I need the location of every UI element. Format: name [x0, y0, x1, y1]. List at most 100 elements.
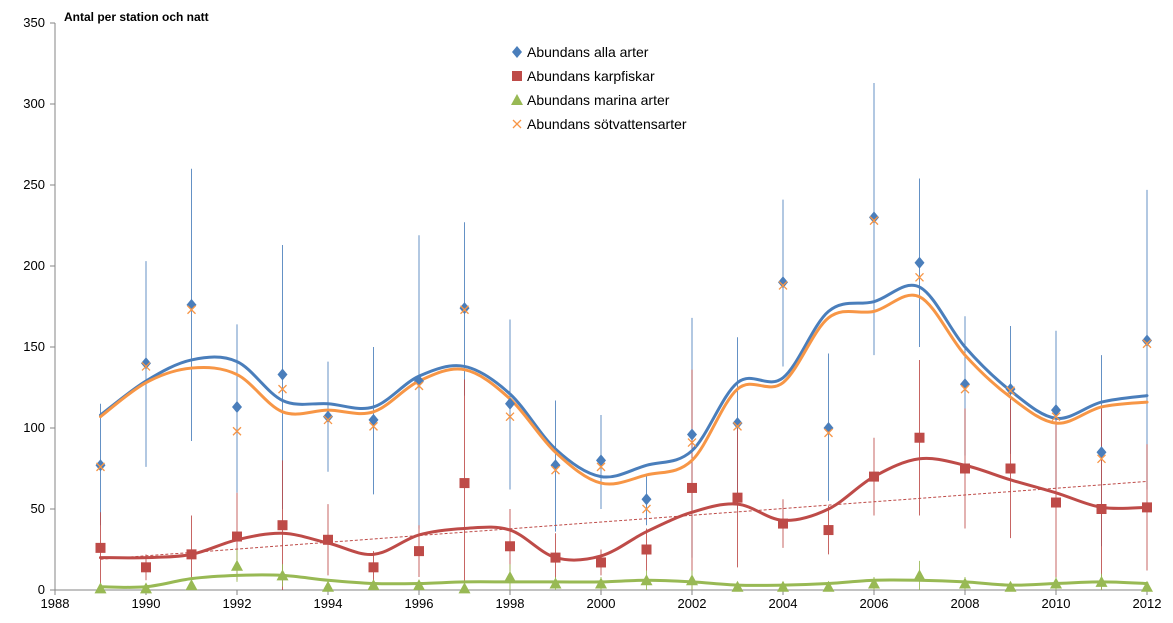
y-tick-label: 250	[23, 177, 45, 192]
data-points	[94, 211, 1153, 594]
diamond-marker	[277, 368, 288, 381]
legend-label: Abundans marina arter	[527, 92, 670, 108]
triangle-marker	[1141, 580, 1153, 592]
diamond-marker	[596, 454, 606, 467]
x-marker	[512, 119, 522, 129]
diamond-marker	[1005, 383, 1016, 396]
x-marker	[278, 384, 287, 394]
triangle-marker	[511, 94, 523, 105]
square-marker	[960, 463, 970, 474]
diamond-marker	[505, 397, 515, 410]
chart-title: Antal per station och natt	[64, 10, 209, 24]
error-bars	[100, 82, 1148, 590]
y-tick-label: 0	[38, 582, 45, 597]
x-marker	[1097, 454, 1106, 464]
diamond-marker	[732, 417, 743, 430]
x-marker	[141, 361, 151, 371]
x-marker	[915, 272, 924, 282]
triangle-marker	[367, 579, 380, 591]
triangle-marker	[504, 571, 516, 583]
diamond-marker	[641, 493, 652, 506]
triangle-marker	[549, 577, 562, 589]
square-marker	[914, 432, 925, 443]
diamond-marker	[778, 276, 788, 289]
x-marker	[414, 381, 424, 391]
square-marker	[368, 562, 379, 573]
diamond-marker	[869, 211, 879, 224]
x-marker	[1142, 339, 1152, 349]
triangle-marker	[322, 580, 334, 592]
x-tick-label: 2010	[1042, 596, 1071, 611]
square-marker	[1142, 502, 1152, 513]
square-marker	[778, 518, 788, 529]
triangle-marker	[94, 582, 107, 594]
trend-lines	[99, 283, 1149, 589]
y-tick-label: 350	[23, 15, 45, 30]
triangle-marker	[777, 580, 789, 592]
diamond-marker	[368, 413, 379, 426]
triangle-marker	[1004, 580, 1017, 592]
x-tick-label: 2004	[769, 596, 798, 611]
diamond-marker	[914, 256, 925, 269]
triangle-marker	[458, 582, 471, 594]
x-tick-label: 1990	[132, 596, 161, 611]
x-marker	[551, 465, 560, 475]
x-marker	[505, 412, 515, 422]
x-marker	[323, 415, 333, 425]
x-marker	[369, 421, 378, 431]
square-marker	[1096, 504, 1107, 514]
y-tick-label: 300	[23, 96, 45, 111]
legend-label: Abundans sötvattensarter	[527, 116, 687, 132]
diamond-marker	[1142, 334, 1152, 347]
square-marker	[596, 557, 606, 568]
x-tick-label: 2002	[678, 596, 707, 611]
x-tick-label: 1988	[41, 596, 70, 611]
triangle-marker	[231, 559, 243, 571]
triangle-marker	[413, 579, 425, 591]
x-marker	[733, 421, 742, 431]
x-marker	[460, 305, 469, 315]
square-marker	[505, 541, 515, 552]
x-tick-label: 1996	[405, 596, 434, 611]
x-marker	[1006, 386, 1015, 396]
triangle-marker	[185, 579, 198, 591]
legend-label: Abundans karpfiskar	[527, 68, 655, 84]
series-0-smooth-line	[99, 283, 1149, 479]
diamond-marker	[95, 459, 106, 472]
series-2-smooth-line	[99, 573, 1149, 589]
diamond-marker	[1096, 446, 1107, 459]
square-marker	[95, 542, 106, 553]
square-marker	[1005, 463, 1016, 474]
triangle-marker	[140, 582, 152, 594]
legend: Abundans alla arter Abundans karpfiskar Ab…	[511, 44, 687, 132]
y-tick-label: 150	[23, 339, 45, 354]
x-marker	[96, 462, 105, 472]
y-tick-label: 100	[23, 420, 45, 435]
square-marker	[232, 531, 242, 542]
x-tick-label: 1994	[314, 596, 343, 611]
triangle-marker	[822, 580, 835, 592]
triangle-marker	[595, 577, 607, 589]
triangle-marker	[276, 569, 289, 581]
square-marker	[823, 525, 834, 536]
square-marker	[186, 549, 197, 560]
x-marker	[960, 384, 970, 394]
x-marker	[869, 216, 879, 226]
x-tick-label: 2008	[951, 596, 980, 611]
diamond-marker	[1051, 404, 1061, 417]
x-tick-label: 2006	[860, 596, 889, 611]
linear-trend-line	[100, 480, 1148, 560]
square-marker	[414, 546, 424, 557]
triangle-marker	[1050, 577, 1062, 589]
square-marker	[732, 492, 743, 503]
triangle-marker	[731, 580, 744, 592]
square-marker	[550, 552, 561, 563]
diamond-marker	[687, 428, 697, 441]
square-marker	[459, 478, 470, 489]
triangle-marker	[959, 577, 971, 589]
triangle-marker	[686, 574, 698, 586]
triangle-marker	[868, 577, 880, 589]
x-tick-label: 1998	[496, 596, 525, 611]
